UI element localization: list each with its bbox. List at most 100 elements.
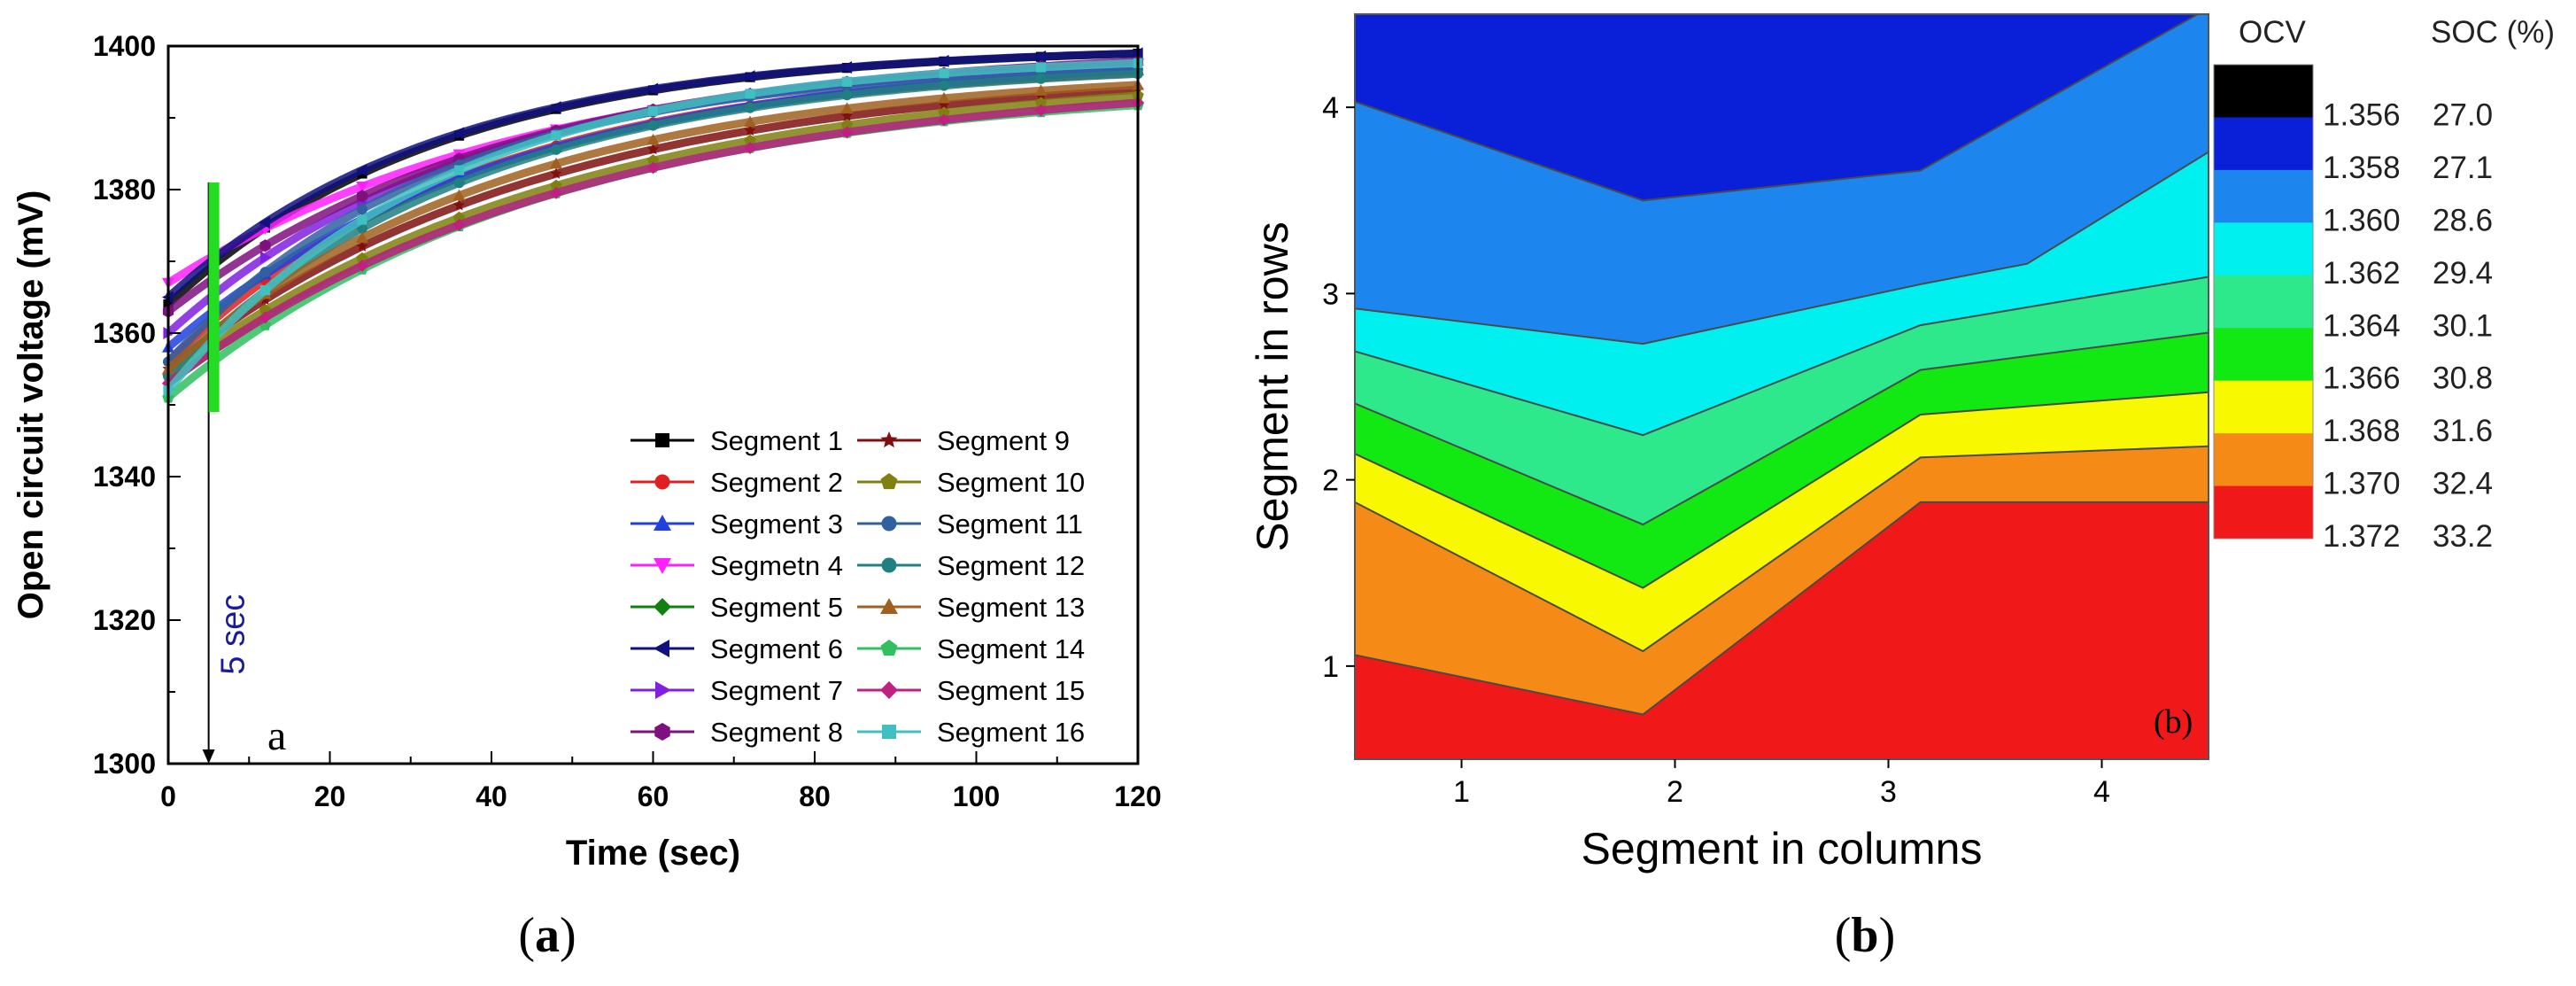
panel-a-x-tick-label: 20 xyxy=(314,780,346,812)
colorbar-soc-value: 27.1 xyxy=(2433,151,2493,185)
colorbar-frame xyxy=(2213,64,2314,540)
series-segment-9-point xyxy=(356,240,368,252)
legend-segment-12-marker xyxy=(881,557,897,573)
legend-segmetn-4-marker xyxy=(654,558,671,574)
series-segment-16-point xyxy=(551,130,561,141)
legend-segment-12: Segment 12 xyxy=(857,550,1085,581)
panel-a-x-axis-label: Time (sec) xyxy=(566,834,740,873)
colorbar-swatch-1.356 xyxy=(2214,65,2313,118)
panel-b-plot-frame xyxy=(1354,13,2209,760)
legend-segment-2-label: Segment 2 xyxy=(710,467,843,498)
series-segment-9-point xyxy=(744,124,756,136)
series-segment-15-point xyxy=(646,161,660,175)
panel-a-y-tick-label: 1320 xyxy=(93,604,156,636)
series-segment-9-point xyxy=(259,293,272,305)
series-segment-16-point xyxy=(745,89,755,99)
contour-line-1.362 xyxy=(1354,151,2209,345)
series-segment-12-point xyxy=(745,102,755,113)
series-segment-16-point xyxy=(841,76,853,87)
panel-b-y-tick-label: 4 xyxy=(1322,91,1339,125)
legend-segment-2-marker xyxy=(654,474,670,490)
colorbar-soc-value: 28.6 xyxy=(2433,203,2493,237)
legend-segment-10-label: Segment 10 xyxy=(937,467,1085,498)
series-segmetn-4-point xyxy=(356,182,368,193)
series-segment-13-point xyxy=(550,157,562,169)
panel-b-label: (b) xyxy=(2154,703,2193,741)
series-segment-9-point xyxy=(938,98,950,111)
panel-a-y-tick-label: 1340 xyxy=(93,461,156,493)
colorbar-ocv-value: 1.366 xyxy=(2323,361,2401,396)
series-segment-16-point xyxy=(647,105,659,116)
caption-b-letter: b xyxy=(1851,908,1878,963)
colorbar-swatch-1.360 xyxy=(2214,169,2313,223)
series-segment-16-point xyxy=(259,284,271,296)
series-segment-11-point xyxy=(357,204,367,215)
panel-a-legend: Segment 1 Segment 2 Segment 3 Segmetn 4 Segm… xyxy=(630,425,1085,748)
series-segment-8-point xyxy=(356,190,368,203)
panel-b-x-tick-label: 2 xyxy=(1667,775,1683,809)
legend-segment-9: Segment 9 xyxy=(857,425,1070,456)
panel-a-y-tick-label: 1300 xyxy=(93,748,156,780)
legend-segment-8-label: Segment 8 xyxy=(710,717,843,748)
colorbar-soc-value: 31.6 xyxy=(2433,414,2493,448)
panel-a-x-tick-label: 0 xyxy=(160,780,176,812)
panel-a-chart: 5 sec 0 20 40 60 80 100 120 1300 1320 1340 1360 138… xyxy=(12,30,1162,873)
legend-segmetn-4-label: Segmetn 4 xyxy=(710,550,843,581)
colorbar-ocv-header: OCV xyxy=(2239,15,2307,50)
series-segment-15-point xyxy=(356,259,368,272)
legend-segment-13-marker xyxy=(880,598,898,614)
colorbar-swatch-1.370 xyxy=(2214,433,2313,487)
legend-segment-10-marker xyxy=(880,473,898,490)
colorbar-soc-value: 30.8 xyxy=(2433,361,2493,396)
contour-line-1.360 xyxy=(1354,13,2199,202)
series-segment-15-point xyxy=(1034,104,1048,117)
colorbar-ocv-value: 1.364 xyxy=(2323,308,2401,343)
panel-a-x-tick-label: 60 xyxy=(638,780,669,812)
five-sec-annotation: 5 sec xyxy=(215,594,252,675)
legend-segment-7-label: Segment 7 xyxy=(710,675,843,706)
series-segment-15-point xyxy=(840,126,854,139)
panel-b-x-axis-label: Segment in columns xyxy=(1581,824,1982,873)
panel-b-y-axis-label: Segment in rows xyxy=(1248,221,1297,551)
legend-segment-8: Segment 8 xyxy=(630,717,843,748)
panel-b-x-tick-label: 1 xyxy=(1453,775,1470,809)
series-segment-12-point xyxy=(841,89,853,101)
panel-a-x-tick-label: 40 xyxy=(476,780,507,812)
panel-b-y-tick-label: 1 xyxy=(1322,650,1339,684)
legend-segment-11: Segment 11 xyxy=(857,509,1083,540)
series-segment-8-point xyxy=(259,239,271,252)
contour-line-1.368 xyxy=(1354,391,2209,589)
colorbar-ocv-value: 1.372 xyxy=(2323,519,2401,554)
legend-segment-9-label: Segment 9 xyxy=(937,425,1070,456)
caption-a-letter: a xyxy=(535,908,560,963)
series-segment-6-point xyxy=(744,70,755,83)
panel-a-y-tick-label: 1360 xyxy=(93,317,156,349)
legend-segment-12-label: Segment 12 xyxy=(937,550,1085,581)
series-segment-12-point xyxy=(939,80,949,91)
series-segment-10-point xyxy=(938,106,950,118)
legend-segment-6-label: Segment 6 xyxy=(710,633,843,664)
panel-b-y-tick-label: 3 xyxy=(1322,277,1339,311)
legend-segment-10: Segment 10 xyxy=(857,467,1085,498)
legend-segment-7: Segment 7 xyxy=(630,675,843,706)
contour-line-1.364 xyxy=(1354,276,2209,437)
panel-a-series-group xyxy=(162,47,1144,403)
series-segment-9-point xyxy=(646,143,660,155)
legend-segment-16-marker xyxy=(882,725,896,739)
series-segment-12-point xyxy=(551,144,561,155)
legend-segment-14: Segment 14 xyxy=(857,633,1085,664)
contour-region-1.372 xyxy=(1355,501,2209,759)
series-segment-7-point xyxy=(259,251,272,264)
series-segment-16 xyxy=(163,58,1143,396)
legend-segment-13: Segment 13 xyxy=(857,592,1085,623)
colorbar-ocv-value: 1.368 xyxy=(2323,414,2401,448)
series-segment-6-point xyxy=(550,101,561,114)
colorbar-soc-value: 30.1 xyxy=(2433,308,2493,343)
colorbar-swatch-1.358 xyxy=(2214,117,2313,171)
five-sec-marker-arrowhead xyxy=(202,749,215,764)
series-segment-13-point xyxy=(646,133,660,145)
panel-a-y-axis-label: Open circuit voltage (mV) xyxy=(12,190,50,620)
panel-b-y-tick-label: 2 xyxy=(1322,464,1339,498)
legend-segment-8-marker xyxy=(654,723,670,741)
contour-regions xyxy=(1355,14,2209,760)
